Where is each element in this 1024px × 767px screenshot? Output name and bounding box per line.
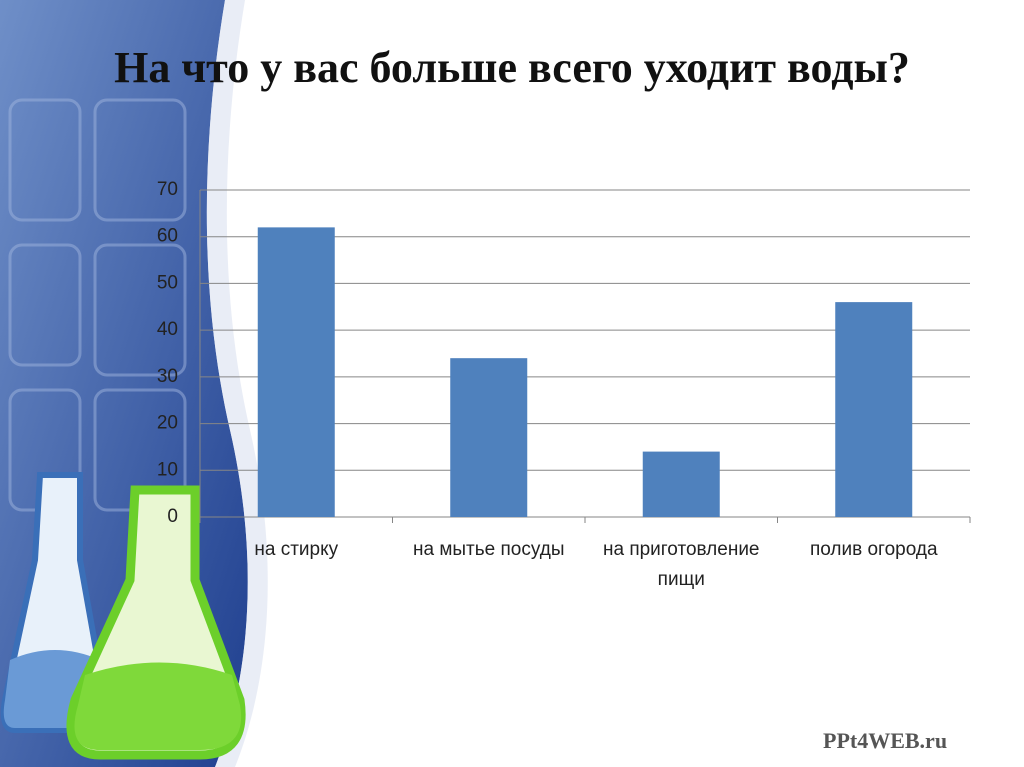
chart-title: На что у вас больше всего уходит воды? (114, 43, 910, 92)
panel-tiles (8, 98, 187, 512)
x-tick-label: на стирку (254, 539, 339, 560)
y-tick-label: 30 (157, 366, 178, 387)
bar (450, 358, 528, 517)
y-tick-label: 20 (157, 413, 178, 434)
bar (642, 451, 720, 517)
y-tick-label: 50 (157, 272, 178, 293)
x-tick-label: на мытье посуды (413, 539, 565, 560)
panel-edge (206, 0, 268, 767)
bar (835, 302, 913, 517)
x-tick-label: на приготовление пищи (602, 539, 760, 590)
flask-front-liquid (74, 662, 242, 750)
watermark: PPt4WEB.ru (823, 728, 948, 753)
y-tick-label: 10 (157, 459, 178, 480)
y-tick-label: 40 (157, 319, 178, 340)
y-tick-label: 60 (157, 226, 178, 247)
x-tick-label: полив огорода (809, 539, 938, 560)
y-tick-label: 0 (167, 506, 178, 527)
bar (257, 227, 335, 517)
y-tick-label: 70 (157, 179, 178, 200)
x-axis-ticks (199, 517, 971, 523)
